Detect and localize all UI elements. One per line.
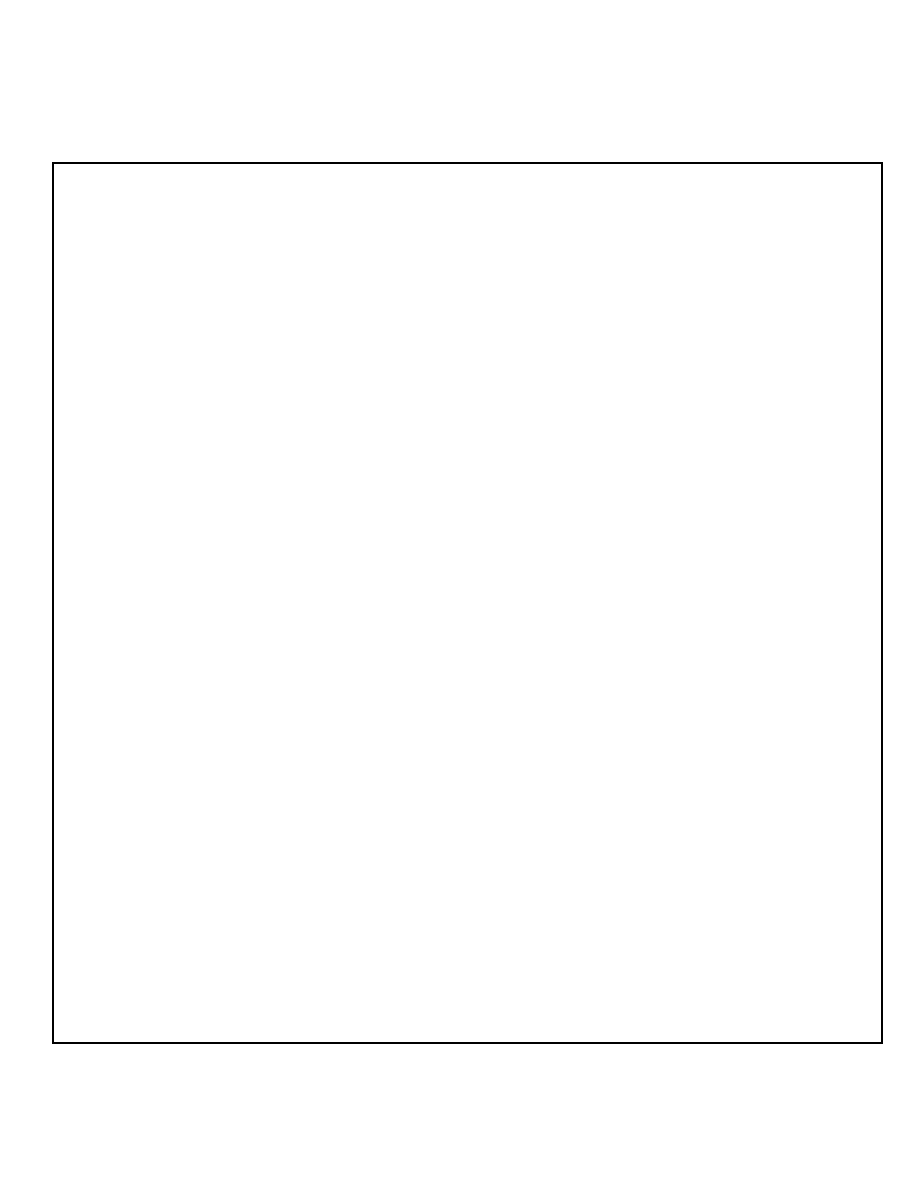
weaclim-logo — [19, 1067, 140, 1086]
map-frame — [52, 162, 883, 1044]
